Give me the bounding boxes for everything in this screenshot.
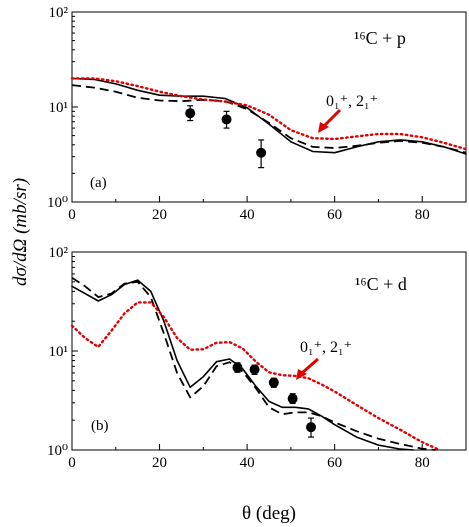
x-tick-label: 40 (240, 455, 255, 471)
tick-labels-a: 0 20 40 60 80 10⁰ 10¹ 10² (47, 5, 430, 223)
arrow-a (318, 108, 342, 133)
curve-dotted (70, 77, 468, 151)
x-tick-label: 80 (415, 455, 430, 471)
reaction-label-b: ¹⁶C + d (355, 274, 407, 294)
y-tick-label: 10² (49, 5, 69, 21)
curve-dashed (71, 84, 467, 154)
curve-dashed (71, 276, 436, 451)
y-tick-label: 10⁰ (47, 443, 68, 459)
curves-a (70, 77, 468, 155)
curve-solid (71, 77, 467, 155)
data-point (249, 364, 260, 376)
x-tick-label: 0 (68, 455, 76, 471)
x-axis-title: θ (deg) (242, 503, 296, 524)
y-tick-label: 10⁰ (47, 195, 68, 211)
x-tick-label: 80 (415, 207, 430, 223)
points-b (232, 362, 317, 438)
y-axis-title: dσ/dΩ (mb/sr) (10, 178, 31, 286)
curves-b (70, 276, 441, 452)
data-point (306, 417, 317, 438)
y-tick-label: 10² (49, 245, 69, 261)
y-tick-label: 10¹ (49, 344, 69, 360)
x-tick-label: 20 (152, 455, 167, 471)
x-tick-label: 0 (68, 207, 76, 223)
x-tick-label: 60 (327, 207, 342, 223)
tick-labels-b: 0 20 40 60 80 10⁰ 10¹ 10² (47, 245, 430, 471)
curve-dotted (70, 301, 441, 452)
ticks-a (71, 11, 467, 203)
data-point (185, 105, 196, 122)
plot-frame-a (71, 11, 467, 203)
data-point (232, 362, 243, 373)
arrow-b (296, 357, 319, 380)
panel-b: 0 20 40 60 80 10⁰ 10¹ 10² ¹⁶C + d (b) 0₁⁺, 2₁⁺ (47, 245, 467, 471)
x-tick-label: 40 (240, 207, 255, 223)
data-point (256, 139, 267, 169)
reaction-label-a: ¹⁶C + p (354, 28, 406, 48)
ticks-b (71, 251, 467, 451)
panel-label-a: (a) (90, 175, 107, 191)
data-point (287, 393, 298, 405)
states-annotation-b: 0₁⁺, 2₁⁺ (300, 339, 352, 356)
x-tick-label: 20 (152, 207, 167, 223)
curve-solid (71, 279, 415, 451)
points-a (185, 105, 267, 169)
states-annotation-a: 0₁⁺, 2₁⁺ (326, 93, 378, 110)
y-tick-label: 10¹ (49, 100, 69, 116)
panel-a: 0 20 40 60 80 10⁰ 10¹ 10² ¹⁶C + p (a) 0₁⁺, 2₁⁺ (47, 5, 468, 223)
data-point (268, 377, 279, 388)
panel-label-b: (b) (91, 418, 109, 434)
x-tick-label: 60 (327, 455, 342, 471)
data-point (221, 110, 232, 129)
